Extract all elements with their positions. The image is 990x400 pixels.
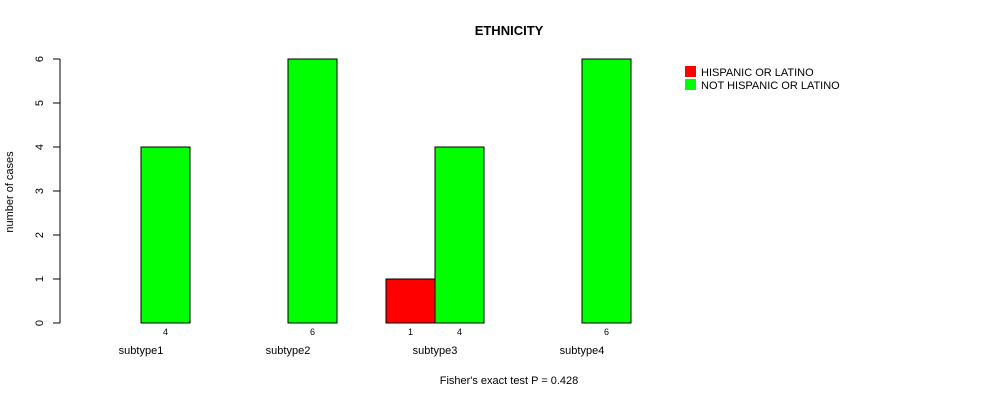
y-tick-label: 0	[34, 320, 46, 326]
y-axis-ticks: 0 1 2 3 4 5 6	[34, 56, 60, 326]
bar-value-label: 6	[310, 327, 315, 337]
legend-swatch-0	[685, 66, 696, 77]
bar-subtype4-series-1	[581, 58, 632, 324]
category-label-subtype2: subtype2	[266, 345, 311, 357]
legend-label-0: HISPANIC OR LATINO	[701, 67, 814, 79]
y-tick-label: 4	[34, 144, 46, 150]
bars-group	[140, 58, 632, 324]
legend-label-1: NOT HISPANIC OR LATINO	[701, 80, 840, 92]
y-tick-label: 2	[34, 232, 46, 238]
bar-value-label: 4	[163, 327, 168, 337]
category-label-subtype4: subtype4	[560, 345, 605, 357]
category-labels: subtype1 subtype2 subtype3 subtype4	[119, 345, 605, 357]
bar-subtype1-series-1	[140, 146, 191, 324]
bar-subtype2-series-1	[287, 58, 338, 324]
bar-value-labels: 4 6 1 4 6	[163, 327, 609, 337]
category-label-subtype1: subtype1	[119, 345, 164, 357]
y-axis-label: number of cases	[4, 151, 16, 233]
bar-subtype3-series-0	[385, 278, 436, 324]
bar-value-label: 1	[408, 327, 413, 337]
bar-value-label: 6	[604, 327, 609, 337]
category-label-subtype3: subtype3	[413, 345, 458, 357]
y-tick-label: 3	[34, 188, 46, 194]
bar-subtype3-series-1	[434, 146, 485, 324]
y-tick-label: 6	[34, 56, 46, 62]
footnote-fisher-test: Fisher's exact test P = 0.428	[440, 375, 579, 387]
chart-title: ETHNICITY	[475, 23, 544, 38]
y-tick-label: 1	[34, 276, 46, 282]
legend-swatch-1	[685, 79, 696, 90]
bar-value-label: 4	[457, 327, 462, 337]
y-tick-label: 5	[34, 100, 46, 106]
